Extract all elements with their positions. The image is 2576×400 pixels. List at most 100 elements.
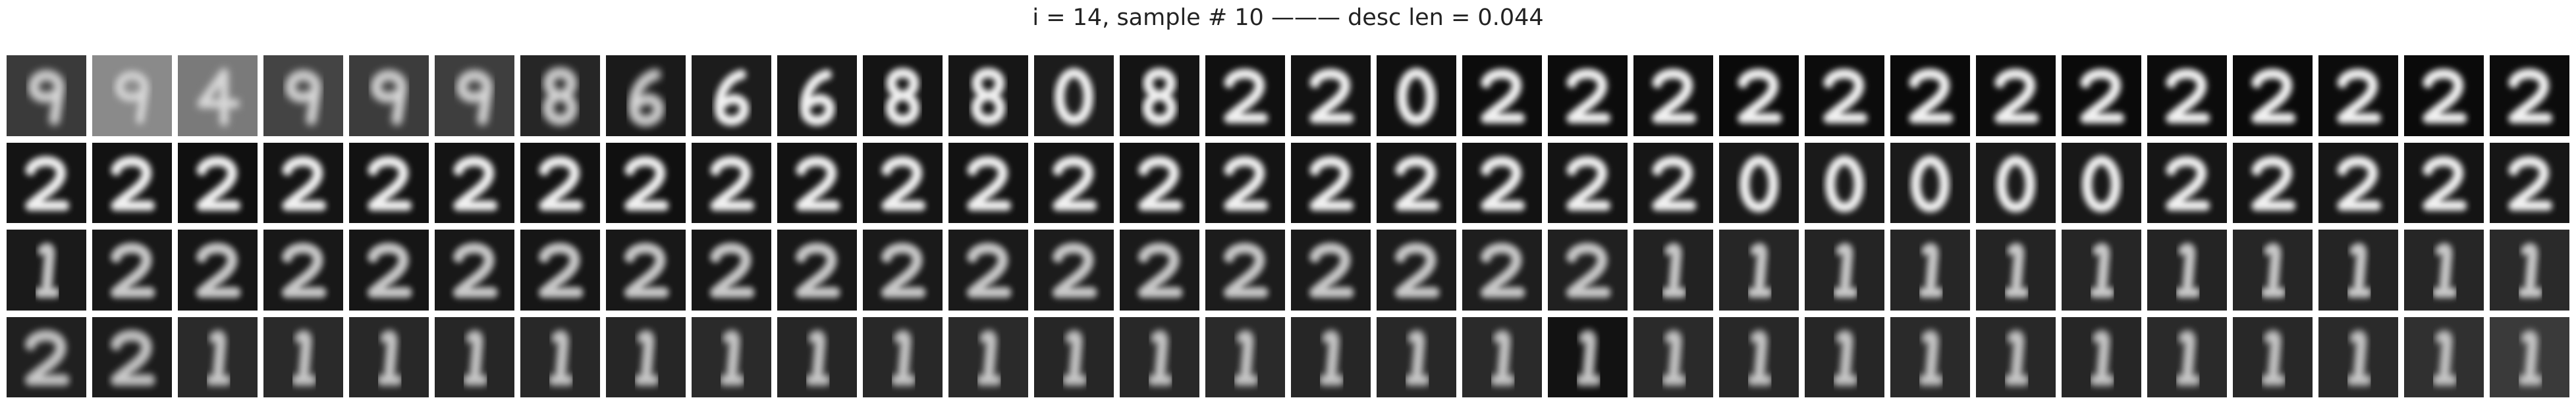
sample-tile <box>2318 230 2398 311</box>
digit-image <box>194 65 243 129</box>
digit-stroke <box>2347 244 2370 297</box>
sample-tile <box>520 142 600 223</box>
digit-stroke <box>2338 157 2380 210</box>
digit-image <box>280 153 329 213</box>
digit-stroke <box>797 244 839 297</box>
sample-tile <box>2233 55 2313 136</box>
digit-stroke <box>1577 332 1600 384</box>
digit-image <box>1830 328 1860 388</box>
digit-image <box>2515 241 2545 300</box>
digit-image <box>26 68 67 128</box>
digit-image <box>1659 328 1689 388</box>
digit-image <box>1051 241 1099 300</box>
sample-tile <box>1719 230 1799 311</box>
sample-tile <box>1034 230 1114 311</box>
sample-tile <box>2062 142 2141 223</box>
sample-tile <box>178 230 258 311</box>
digit-image <box>2335 66 2384 126</box>
digit-stroke <box>198 157 240 210</box>
sample-tile <box>520 230 600 311</box>
digit-stroke <box>292 332 315 384</box>
digit-stroke <box>2253 70 2295 122</box>
digit-stroke <box>369 244 411 297</box>
sample-tile <box>1205 142 1285 223</box>
digit-image <box>2421 66 2469 126</box>
digit-image <box>546 328 576 388</box>
sample-tile <box>1805 142 1884 223</box>
digit-image <box>879 153 928 213</box>
digit-image <box>1916 328 1946 388</box>
sample-tile <box>92 142 172 223</box>
digit-image <box>1564 66 1613 126</box>
sample-tile <box>2404 316 2484 397</box>
digit-stroke <box>2176 244 2199 297</box>
sample-tile <box>948 316 1028 397</box>
sample-tile <box>520 316 600 397</box>
sample-tile <box>777 142 857 223</box>
digit-stroke <box>2433 332 2456 384</box>
sample-tile <box>1890 316 1970 397</box>
sample-tile <box>2404 230 2484 311</box>
sample-tile <box>1291 230 1371 311</box>
sample-tile <box>2147 316 2227 397</box>
digit-image <box>2506 153 2555 213</box>
digit-image <box>1908 153 1952 214</box>
digit-image <box>2506 66 2555 126</box>
digit-stroke <box>1234 332 1257 384</box>
sample-tile <box>863 142 943 223</box>
sample-tile <box>1548 142 1628 223</box>
sample-tile <box>263 230 343 311</box>
digit-image <box>2421 153 2469 213</box>
digit-image <box>194 153 243 213</box>
sample-tile <box>92 316 172 397</box>
digit-stroke <box>458 71 491 124</box>
digit-stroke <box>1653 70 1695 122</box>
digit-stroke <box>892 332 915 384</box>
digit-image <box>537 153 586 213</box>
digit-image <box>32 241 62 300</box>
sample-tile <box>1120 55 1199 136</box>
digit-image <box>1574 328 1603 388</box>
sample-tile <box>1377 142 1456 223</box>
digit-image <box>2002 328 2031 388</box>
sample-tile <box>1120 142 1199 223</box>
digit-image <box>717 328 747 388</box>
digit-stroke <box>2262 244 2285 297</box>
sample-tile <box>1719 142 1799 223</box>
sample-tile <box>948 55 1028 136</box>
digit-stroke <box>1311 244 1353 297</box>
sample-tile <box>863 55 943 136</box>
sample-tile <box>2404 142 2484 223</box>
sample-tile <box>1548 55 1628 136</box>
sample-tile <box>7 316 86 397</box>
digit-stroke <box>2509 157 2552 210</box>
digit-stroke <box>287 71 320 124</box>
digit-stroke <box>283 244 325 297</box>
sample-tile <box>1462 316 1542 397</box>
sample-tile <box>2318 316 2398 397</box>
digit-image <box>1307 66 1356 126</box>
digit-image <box>1479 66 1527 126</box>
digit-image <box>1659 241 1689 300</box>
digit-stroke <box>1320 332 1343 384</box>
digit-stroke <box>549 332 572 384</box>
digit-stroke <box>1225 70 1267 122</box>
sample-tile <box>1633 142 1713 223</box>
digit-image <box>803 328 833 388</box>
sample-tile <box>1976 316 2056 397</box>
digit-stroke <box>115 71 149 124</box>
sample-tile <box>1890 142 1970 223</box>
digit-image <box>889 328 918 388</box>
sample-tile <box>7 230 86 311</box>
sample-tile <box>1034 142 1114 223</box>
sample-tile <box>1462 55 1542 136</box>
sample-tile <box>777 316 857 397</box>
digit-image <box>1992 66 2041 126</box>
digit-stroke <box>544 68 576 124</box>
digit-stroke <box>1396 157 1439 210</box>
sample-tile <box>777 230 857 311</box>
sample-tile <box>606 316 686 397</box>
sample-tile <box>349 55 429 136</box>
digit-image <box>366 241 414 300</box>
digit-image <box>1402 328 1432 388</box>
